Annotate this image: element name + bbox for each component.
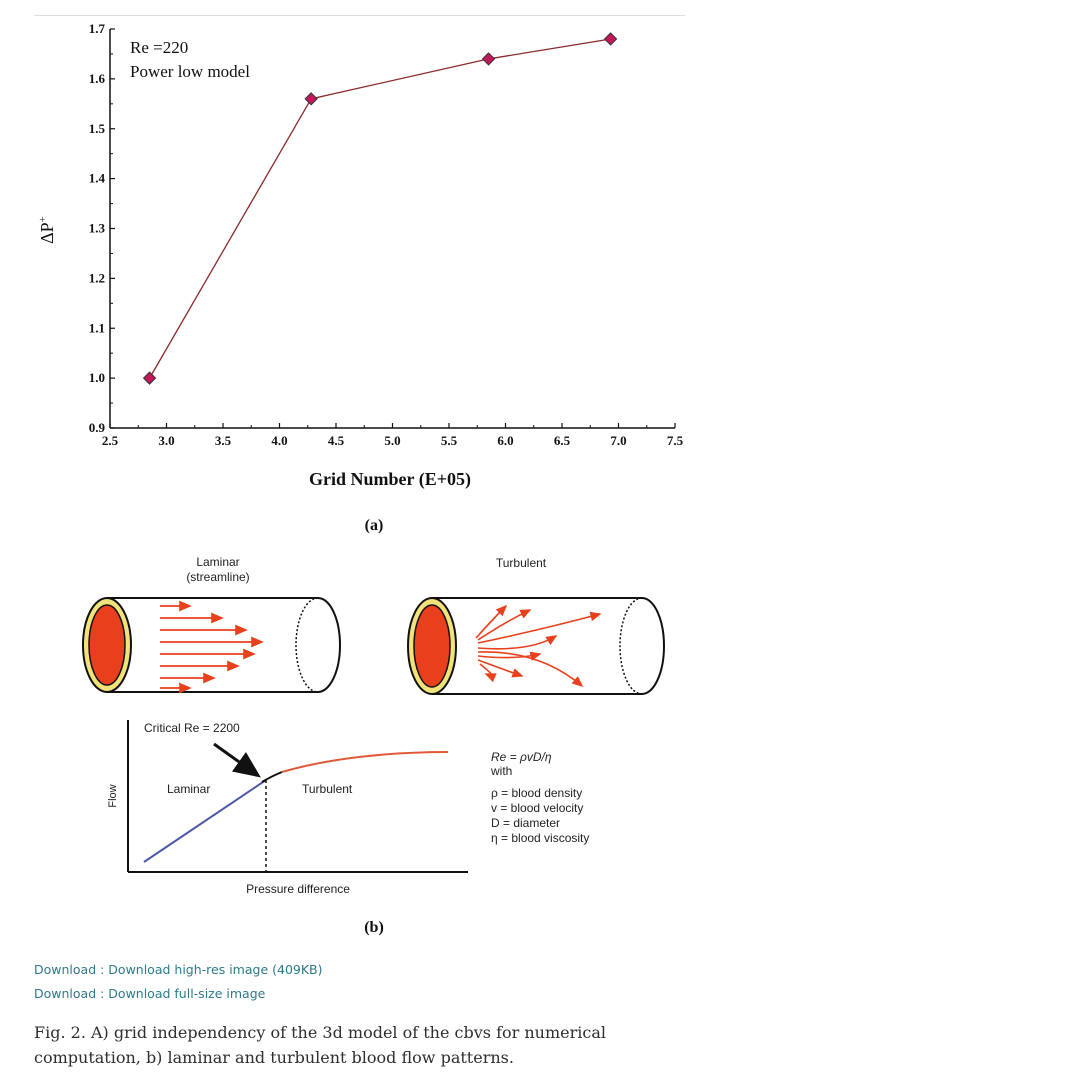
laminar-streamlines bbox=[160, 600, 264, 694]
download-links: Download : Download high-res image (409K… bbox=[34, 962, 323, 1010]
def-d: D = diameter bbox=[491, 816, 560, 830]
y-tick-label: 1.2 bbox=[89, 270, 105, 285]
figure-caption: Fig. 2. A) grid independency of the 3d m… bbox=[34, 1023, 606, 1067]
data-point-marker bbox=[481, 52, 496, 66]
svg-text:ΔP+: ΔP+ bbox=[37, 216, 57, 244]
data-point-marker bbox=[142, 371, 157, 385]
grid-independency-chart: 0.9 1.0 1.1 1.2 1.3 1.4 1.5 1.6 1.7 2.5 3.0 3.5 4.0 4… bbox=[37, 21, 684, 534]
y-tick-label: 1.3 bbox=[89, 221, 106, 236]
y-tick-label: 0.9 bbox=[89, 420, 106, 435]
y-tick-label: 1.4 bbox=[89, 171, 106, 186]
annotation-model: Power low model bbox=[130, 62, 250, 81]
laminar-title: Laminar bbox=[196, 555, 239, 569]
x-tick-label: 7.0 bbox=[610, 433, 626, 448]
data-point-marker bbox=[603, 32, 618, 46]
annotation-re: Re =220 bbox=[130, 38, 188, 57]
download-fullsize-link[interactable]: Download : Download full-size image bbox=[34, 986, 266, 1001]
region-turbulent-label: Turbulent bbox=[302, 782, 353, 796]
top-divider bbox=[34, 15, 685, 16]
x-tick-label: 4.0 bbox=[271, 433, 287, 448]
laminar-subtitle: (streamline) bbox=[186, 570, 249, 584]
y-axis-label-sup: + bbox=[37, 216, 49, 222]
critical-label: Critical Re = 2200 bbox=[144, 721, 240, 735]
equation-with: with bbox=[490, 764, 512, 778]
x-axis-label: Grid Number (E+05) bbox=[309, 469, 471, 490]
def-rho: ρ = blood density bbox=[491, 786, 582, 800]
x-tick-label: 5.0 bbox=[384, 433, 400, 448]
transition-segment bbox=[261, 771, 283, 783]
flow-pressure-graph bbox=[127, 720, 468, 873]
turbulent-curve bbox=[281, 751, 449, 773]
panel-a-label: (a) bbox=[365, 517, 384, 534]
laminar-curve bbox=[143, 779, 267, 863]
def-eta: η = blood viscosity bbox=[491, 831, 589, 845]
graph-x-label: Pressure difference bbox=[246, 882, 350, 896]
x-tick-label: 5.5 bbox=[441, 433, 458, 448]
series-line bbox=[148, 38, 611, 379]
x-tick-label: 4.5 bbox=[328, 433, 345, 448]
y-tick-label: 1.5 bbox=[89, 121, 106, 136]
data-point-marker bbox=[304, 92, 318, 106]
y-tick-label: 1.1 bbox=[89, 320, 105, 335]
y-tick-label: 1.0 bbox=[89, 370, 105, 385]
turbulent-streamlines bbox=[475, 604, 602, 688]
chart-series bbox=[142, 32, 618, 385]
graph-y-label: Flow bbox=[107, 784, 119, 807]
x-tick-label: 2.5 bbox=[102, 433, 119, 448]
equation-legend: Re = ρvD/η with ρ = blood density v = bl… bbox=[490, 750, 589, 845]
y-tick-label: 1.6 bbox=[89, 71, 106, 86]
x-tick-label: 6.0 bbox=[497, 433, 513, 448]
y-axis-label-base: ΔP bbox=[37, 222, 57, 244]
turbulent-vessel bbox=[407, 597, 665, 695]
chart-axes bbox=[109, 29, 675, 429]
panel-b-label: (b) bbox=[364, 919, 384, 936]
x-tick-label: 6.5 bbox=[554, 433, 571, 448]
critical-arrow bbox=[213, 742, 261, 778]
blood-flow-diagram: Laminar (streamline) Turbulent bbox=[82, 555, 665, 936]
x-tick-label: 3.5 bbox=[215, 433, 232, 448]
laminar-vessel bbox=[82, 597, 341, 694]
download-highres-link[interactable]: Download : Download high-res image (409K… bbox=[34, 962, 323, 977]
equation-re: Re = ρvD/η bbox=[491, 750, 552, 764]
y-axis-label: ΔP+ bbox=[37, 216, 57, 244]
def-v: v = blood velocity bbox=[491, 801, 583, 815]
region-laminar-label: Laminar bbox=[167, 782, 210, 796]
chart-ticks: 0.9 1.0 1.1 1.2 1.3 1.4 1.5 1.6 1.7 2.5 3.0 3.5 4.0 4… bbox=[89, 21, 684, 448]
turbulent-title: Turbulent bbox=[496, 556, 547, 570]
x-tick-label: 7.5 bbox=[667, 433, 684, 448]
x-tick-label: 3.0 bbox=[158, 433, 174, 448]
y-tick-label: 1.7 bbox=[89, 21, 106, 36]
